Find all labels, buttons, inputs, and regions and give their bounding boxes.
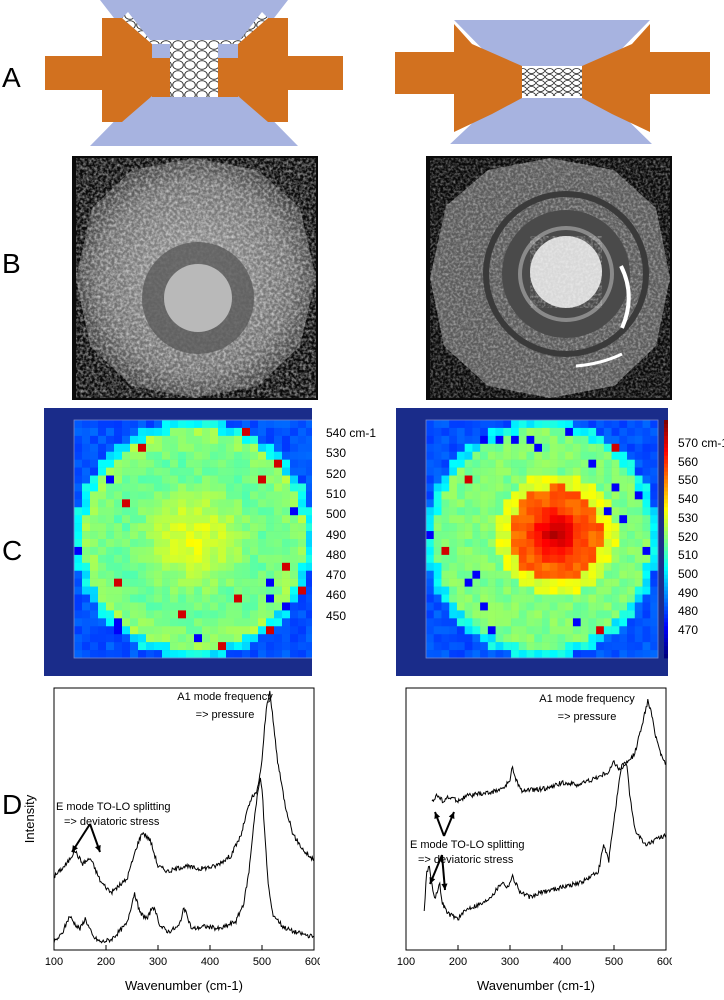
- plot-frame: [405, 687, 667, 951]
- annotation-e-line1: E mode TO-LO splitting: [56, 801, 171, 813]
- x-tick-label: 300: [501, 956, 519, 968]
- colorbar-tick-label: 490: [678, 585, 699, 600]
- panel-letter-a: A: [2, 62, 21, 93]
- x-tick-label: 500: [253, 956, 271, 968]
- colorbar-tick-label: 480: [326, 547, 347, 562]
- x-tick-label: 600: [305, 956, 320, 968]
- spectrum-series-1: [53, 690, 315, 896]
- annotation-e-line2: => deviatoric stress: [418, 854, 514, 866]
- spectrum-series-1: [431, 699, 667, 804]
- micrograph-left: [72, 156, 318, 400]
- x-tick-label: 300: [149, 956, 167, 968]
- colorbar-tick-label: 510: [326, 486, 347, 501]
- colorbar-tick-label: 540 cm-1: [326, 426, 377, 440]
- annotation-arrowhead: [95, 845, 101, 852]
- x-axis-label: Wavenumber (cm-1): [477, 978, 595, 993]
- spectrum-series-2: [423, 761, 667, 921]
- x-tick-label: 400: [553, 956, 571, 968]
- raman-map-right: [396, 408, 668, 676]
- colorbar-tick-label: 470: [678, 623, 699, 637]
- annotation-e-line2: => deviatoric stress: [64, 816, 160, 828]
- annotation-a1-line1: A1 mode frequency: [177, 691, 273, 703]
- annotation-arrowhead: [72, 845, 78, 852]
- colorbar-tick-label: 520: [678, 529, 699, 544]
- annotation-a1-line2: => pressure: [558, 711, 617, 723]
- annotation-a1-line2: => pressure: [196, 709, 255, 721]
- spectrum-chart-right: 100 200 300 400 500 600 Wavenumber (cm-1) A1 mo…: [397, 687, 672, 993]
- colorbar-tick-label: 540: [678, 492, 699, 507]
- dac-schematic-left: [45, 0, 343, 146]
- x-tick-label: 100: [45, 956, 63, 968]
- colorbar-tick-label: 550: [678, 473, 699, 488]
- annotation-e-line1: E mode TO-LO splitting: [410, 839, 525, 851]
- raman-map-left: [44, 408, 312, 676]
- colorbar-tick-label: 530: [326, 446, 347, 461]
- map-cells: [74, 420, 312, 659]
- x-axis-label: Wavenumber (cm-1): [125, 978, 243, 993]
- spectrum-series-2: [53, 777, 315, 944]
- panel-letter-b: B: [2, 248, 21, 279]
- colorbar-tick-label: 500: [326, 507, 347, 522]
- dac-schematic-right: [395, 20, 710, 144]
- colorbar-tick-label: 470: [326, 568, 347, 583]
- micrograph-right: [426, 156, 672, 400]
- colorbar-tick-label: 530: [678, 510, 699, 525]
- spectrum-chart-left: 100 200 300 400 500 600 Wavenumber (cm-1) Inten…: [22, 687, 320, 993]
- colorbar-tick-label: 490: [326, 527, 347, 542]
- plot-frame: [53, 687, 315, 951]
- annotation-arrowhead: [448, 812, 455, 819]
- colorbar-tick-label: 520: [326, 466, 347, 481]
- colorbar-tick-label: 570 cm-1: [678, 436, 724, 450]
- annotation-arrowhead: [434, 812, 441, 819]
- panel-letter-d: D: [2, 789, 23, 820]
- colorbar-tick-label: 480: [678, 604, 699, 619]
- colorbar-tick-label: 500: [678, 566, 699, 581]
- x-tick-label: 600: [657, 956, 672, 968]
- gasket: [45, 18, 170, 122]
- x-tick-label: 200: [449, 956, 467, 968]
- x-tick-label: 500: [605, 956, 623, 968]
- colorbar-tick-label: 560: [678, 454, 699, 469]
- sample-thin: [522, 68, 582, 96]
- sample: [170, 44, 218, 97]
- x-tick-label: 400: [201, 956, 219, 968]
- annotation-arrowhead: [429, 877, 436, 884]
- panel-letter-c: C: [2, 535, 23, 566]
- gasket-right: [218, 18, 343, 122]
- colorbar-tick-label: 450: [326, 608, 347, 623]
- annotation-a1-line1: A1 mode frequency: [539, 693, 635, 705]
- x-tick-label: 200: [97, 956, 115, 968]
- colorbar-tick-label: 460: [326, 588, 347, 603]
- annotation-arrowhead: [441, 883, 448, 890]
- x-tick-label: 100: [397, 956, 415, 968]
- map-cells: [426, 420, 659, 659]
- colorbar-tick-label: 510: [678, 548, 699, 563]
- y-axis-label: Intensity: [22, 794, 37, 843]
